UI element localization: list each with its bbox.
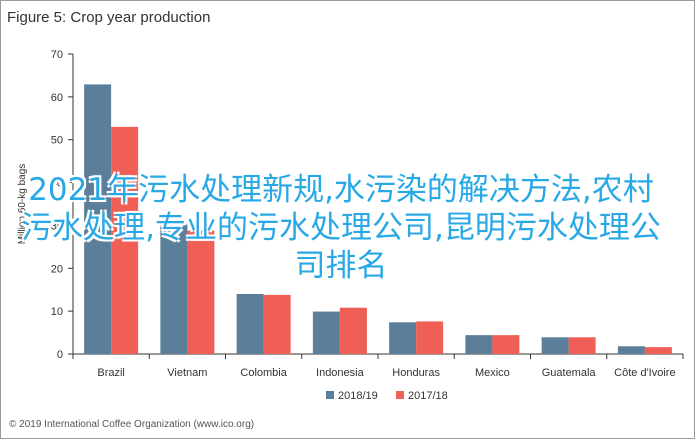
- y-tick-label: 30: [51, 220, 63, 232]
- legend-swatch: [326, 391, 334, 399]
- bar-2017-18: [492, 335, 520, 354]
- bar-2018-19: [617, 346, 645, 354]
- y-tick-label: 40: [51, 178, 63, 190]
- bar-2018-19: [160, 224, 188, 354]
- legend-swatch: [396, 391, 404, 399]
- x-tick-label: Colombia: [240, 367, 287, 379]
- x-tick-label: Vietnam: [167, 367, 207, 379]
- bar-2017-18: [568, 337, 596, 354]
- bar-2017-18: [644, 347, 672, 354]
- bar-2017-18: [416, 321, 444, 354]
- bars: [84, 84, 672, 354]
- x-tick-label: Côte d'Ivoire: [614, 367, 675, 379]
- copyright-note: © 2019 International Coffee Organization…: [9, 419, 255, 430]
- y-tick-label: 0: [57, 349, 63, 361]
- x-tick-label: Brazil: [97, 367, 125, 379]
- x-tick-label: Indonesia: [316, 367, 365, 379]
- x-tick-label: Mexico: [475, 367, 510, 379]
- legend: 2018/19 2017/18: [326, 390, 448, 402]
- legend-label: 2018/19: [338, 390, 378, 402]
- bar-2017-18: [111, 126, 139, 354]
- y-tick-label: 10: [51, 306, 63, 318]
- y-tick-label: 20: [51, 263, 63, 275]
- bar-2018-19: [541, 337, 569, 354]
- bar-2017-18: [263, 294, 291, 354]
- y-tick-label: 50: [51, 135, 63, 147]
- bar-2018-19: [465, 335, 493, 354]
- x-tick-label: Guatemala: [542, 367, 597, 379]
- x-tick-label: Honduras: [392, 367, 440, 379]
- bar-2018-19: [389, 322, 417, 354]
- bar-2017-18: [187, 230, 215, 354]
- bar-2017-18: [339, 307, 367, 354]
- legend-label: 2017/18: [408, 390, 448, 402]
- bar-2018-19: [84, 84, 112, 354]
- bar-2018-19: [236, 294, 264, 354]
- y-tick-label: 70: [51, 49, 63, 61]
- watermark-overlay-text: 2021年污水处理新规,水污染的解决方法,农村污水处理,专业的污水处理公司,昆明…: [21, 172, 661, 284]
- chart-title: Figure 5: Crop year production: [7, 9, 211, 26]
- y-axis-title: Million 60-kg bags: [17, 164, 28, 245]
- y-tick-label: 60: [51, 92, 63, 104]
- bar-2018-19: [312, 311, 340, 354]
